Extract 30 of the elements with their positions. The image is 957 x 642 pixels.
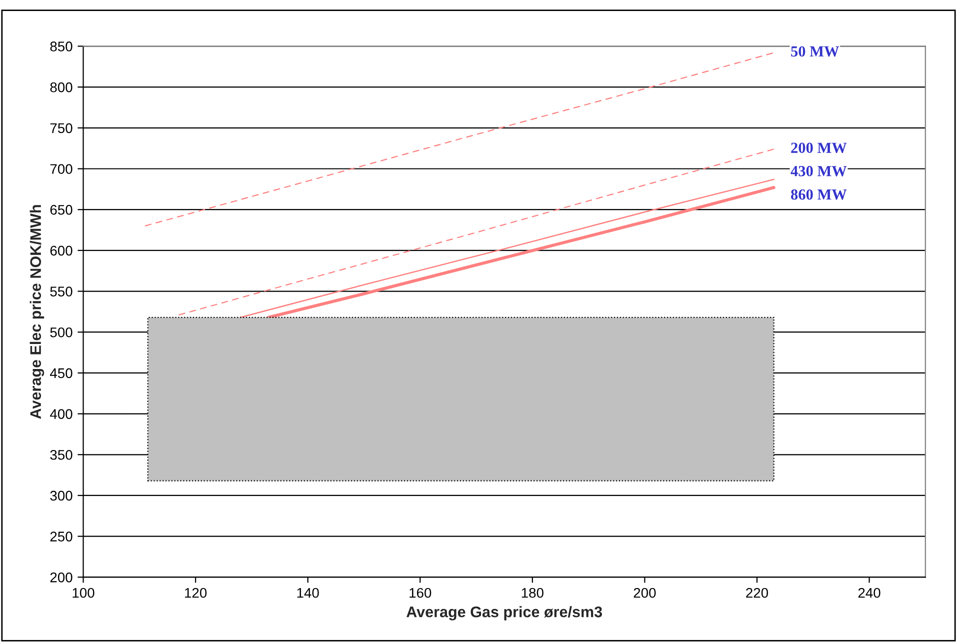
series-label: 200 MW bbox=[791, 142, 847, 154]
y-tick-label: 250 bbox=[50, 532, 72, 542]
x-tick-label: 100 bbox=[72, 588, 94, 598]
y-tick-label: 600 bbox=[50, 246, 72, 256]
x-axis-title: Average Gas price øre/sm3 bbox=[406, 606, 602, 620]
series-label: 50 MW bbox=[791, 46, 840, 57]
series-label: 430 MW bbox=[790, 166, 847, 176]
x-tick-label: 120 bbox=[185, 588, 207, 598]
y-tick-label: 300 bbox=[50, 490, 72, 501]
x-tick-label: 180 bbox=[522, 588, 544, 598]
y-tick-label: 800 bbox=[50, 82, 72, 92]
x-tick-label: 220 bbox=[746, 588, 768, 598]
y-tick-label: 650 bbox=[50, 204, 72, 215]
y-tick-label: 350 bbox=[50, 450, 72, 460]
x-tick-label: 140 bbox=[297, 588, 319, 598]
x-tick-label: 200 bbox=[634, 588, 656, 598]
y-tick-label: 450 bbox=[50, 368, 72, 378]
y-tick-label: 550 bbox=[50, 286, 72, 296]
line-series bbox=[144, 52, 774, 226]
y-tick-label: 400 bbox=[50, 409, 72, 419]
y-axis-title: Average Elec price NOK/MWh bbox=[30, 205, 44, 419]
x-tick-label: 240 bbox=[858, 588, 880, 598]
y-tick-label: 750 bbox=[50, 123, 72, 134]
y-tick-label: 500 bbox=[50, 327, 72, 338]
y-tick-label: 850 bbox=[50, 42, 72, 52]
series-label: 860 MW bbox=[791, 189, 847, 200]
y-tick-label: 700 bbox=[50, 164, 72, 174]
x-tick-label: 160 bbox=[410, 588, 432, 598]
y-tick-label: 200 bbox=[50, 572, 72, 582]
line-series bbox=[178, 148, 774, 316]
